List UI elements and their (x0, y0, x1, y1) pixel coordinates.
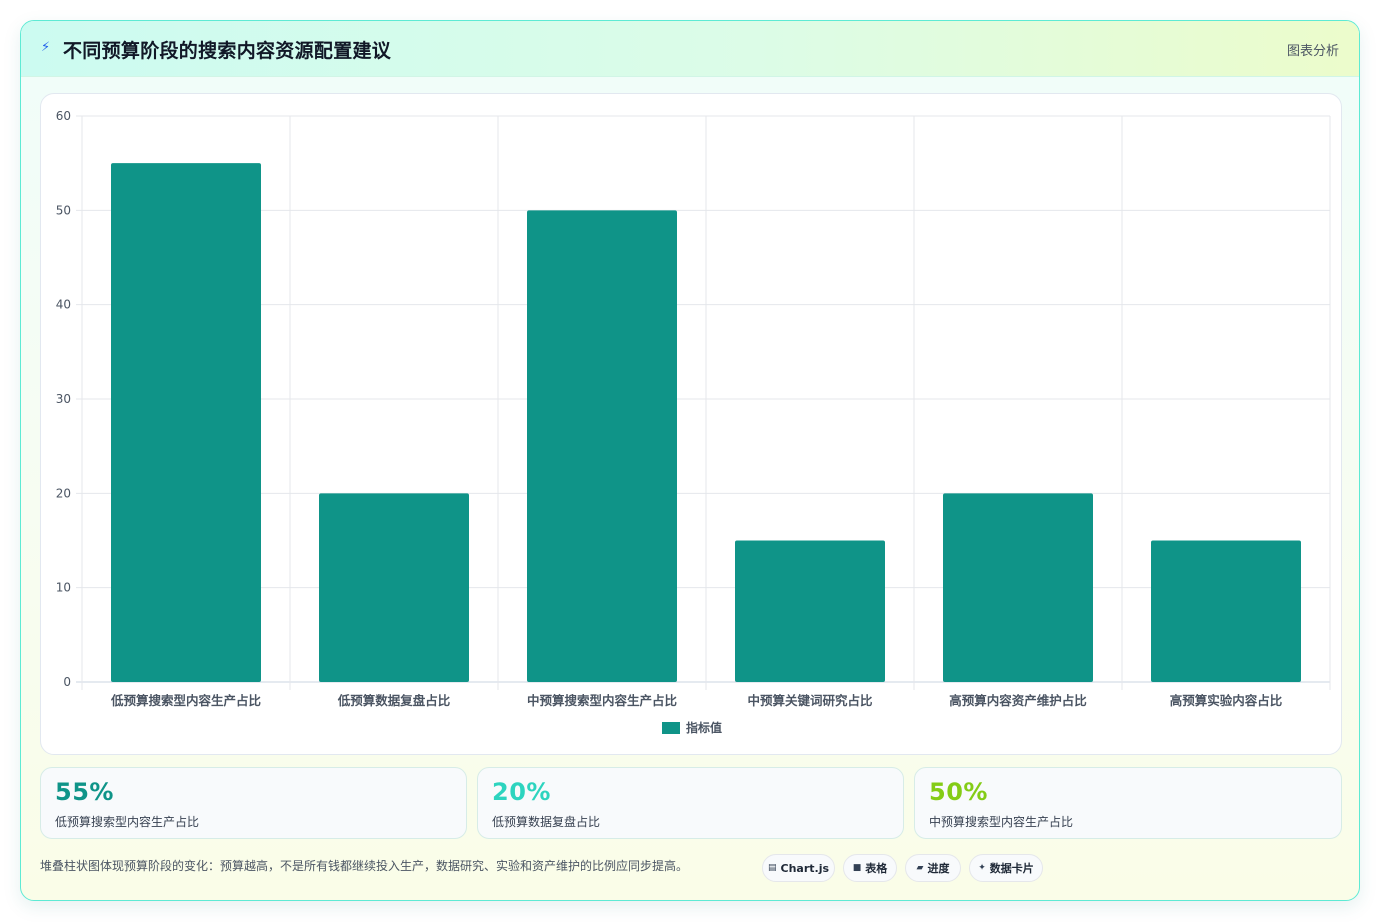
x-tick-label: 低预算搜索型内容生产占比 (110, 693, 262, 708)
bar (111, 163, 261, 683)
chip-table[interactable]: ■ 表格 (843, 854, 897, 882)
stat-label: 低预算搜索型内容生产占比 (55, 815, 200, 829)
table-icon: ■ (852, 863, 862, 873)
stat-card-2: 20% 低预算数据复盘占比 (477, 767, 904, 839)
y-tick-label: 20 (56, 486, 71, 500)
x-tick-label: 高预算内容资产维护占比 (949, 693, 1087, 708)
chart-card: 0 10 20 30 40 50 60 低预算搜索型内容生产占比 低预算数据复盘占比 中预算搜索型… (40, 93, 1342, 755)
footer-note: 堆叠柱状图体现预算阶段的变化：预算越高，不是所有钱都继续投入生产，数据研究、实验… (40, 859, 689, 873)
chip-label: 表格 (865, 862, 888, 875)
chip-progress[interactable]: ▰ 进度 (905, 854, 961, 882)
stat-label: 中预算搜索型内容生产占比 (929, 815, 1074, 829)
chip-label: 进度 (927, 862, 950, 875)
stat-card-1: 55% 低预算搜索型内容生产占比 (40, 767, 467, 839)
y-tick-label: 50 (56, 203, 71, 217)
chart-analysis-tag[interactable]: 图表分析 (1286, 44, 1339, 59)
chart-icon: ▤ (767, 863, 777, 873)
x-tick-label: 低预算数据复盘占比 (337, 693, 451, 708)
stat-value: 55% (55, 778, 114, 806)
stat-value: 20% (492, 778, 551, 806)
y-tick-label: 40 (56, 298, 71, 312)
y-tick-label: 0 (63, 675, 71, 689)
stat-label: 低预算数据复盘占比 (492, 815, 601, 829)
chip-data-card[interactable]: ✦ 数据卡片 (969, 854, 1043, 882)
x-tick-label: 高预算实验内容占比 (1170, 693, 1283, 708)
panel-title: 不同预算阶段的搜索内容资源配置建议 (63, 40, 392, 62)
bar (735, 540, 885, 682)
panel-header: ⚡ 不同预算阶段的搜索内容资源配置建议 图表分析 (21, 21, 1359, 77)
legend-swatch (662, 722, 680, 734)
x-tick-label: 中预算关键词研究占比 (747, 693, 873, 708)
chip-label: Chart.js (780, 861, 830, 875)
y-tick-label: 60 (56, 109, 71, 123)
bar (527, 210, 677, 682)
y-tick-label: 10 (56, 581, 71, 595)
x-tick-label: 中预算搜索型内容生产占比 (527, 693, 678, 708)
progress-icon: ▰ (916, 863, 924, 873)
bar (1151, 540, 1301, 682)
legend-label: 指标值 (686, 720, 722, 735)
y-tick-label: 30 (56, 392, 71, 406)
bar-chart: 0 10 20 30 40 50 60 低预算搜索型内容生产占比 低预算数据复盘占比 中预算搜索型… (56, 109, 1331, 735)
chip-label: 数据卡片 (989, 862, 1034, 875)
bar (319, 493, 469, 682)
chart-panel: ⚡ 不同预算阶段的搜索内容资源配置建议 图表分析 0 10 20 30 40 50 60 低预… (20, 20, 1360, 901)
bar (943, 493, 1093, 682)
chip-chartjs[interactable]: ▤ Chart.js (762, 854, 835, 882)
sparkle-icon: ✦ (978, 863, 986, 873)
stat-value: 50% (929, 778, 988, 806)
stat-card-3: 50% 中预算搜索型内容生产占比 (914, 767, 1342, 839)
lightning-icon: ⚡ (41, 40, 51, 55)
